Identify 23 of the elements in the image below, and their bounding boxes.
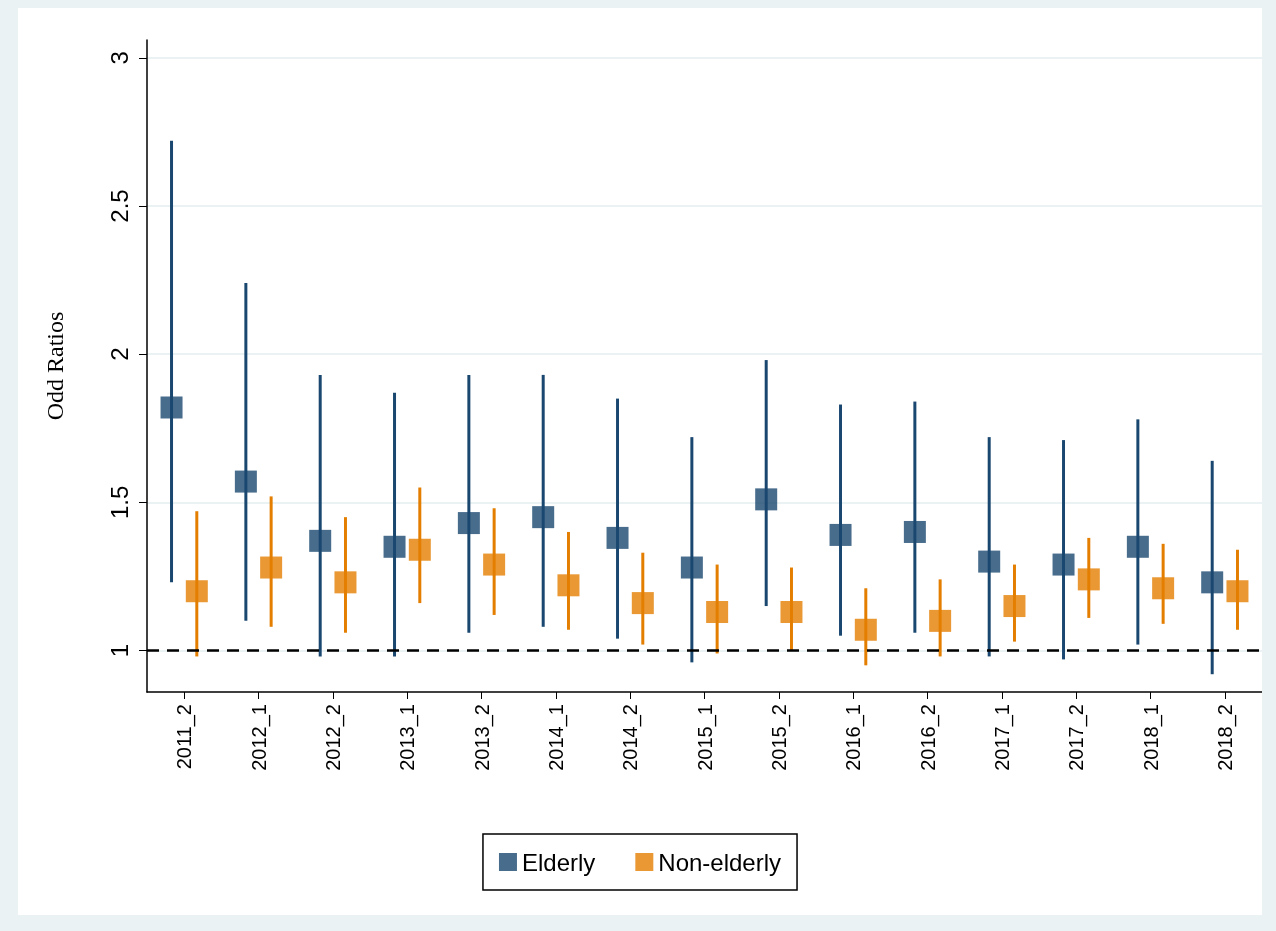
y-tick-label: 1: [105, 643, 133, 658]
legend-label: Elderly: [521, 848, 596, 876]
y-tick-label: 2.5: [105, 189, 133, 223]
x-tick-label: 2017_1: [990, 704, 1014, 771]
x-tick-label: 2016_2: [916, 704, 940, 771]
x-tick-label: 2018_2: [1213, 704, 1237, 771]
x-tick-label: 2012_2: [321, 704, 345, 771]
x-tick-label: 2012_1: [247, 704, 271, 771]
y-tick-label: 3: [105, 51, 133, 65]
x-tick-label: 2013_2: [470, 704, 494, 771]
y-tick-label: 1.5: [105, 485, 133, 520]
x-tick-label: 2013_1: [396, 704, 420, 771]
x-tick-label: 2014_2: [619, 704, 643, 771]
x-tick-label: 2014_1: [544, 704, 568, 771]
legend-label: Non-elderly: [658, 848, 782, 876]
x-tick-label: 2011_2: [173, 704, 197, 770]
y-axis-title: Odd Ratios: [42, 311, 68, 421]
x-tick-label: 2018_1: [1139, 704, 1163, 771]
x-tick-label: 2016_1: [842, 704, 866, 771]
x-tick-label: 2017_2: [1065, 704, 1089, 771]
y-tick-label: 2: [105, 347, 133, 361]
x-tick-label: 2015_1: [693, 704, 717, 771]
x-tick-label: 2015_2: [767, 704, 791, 771]
